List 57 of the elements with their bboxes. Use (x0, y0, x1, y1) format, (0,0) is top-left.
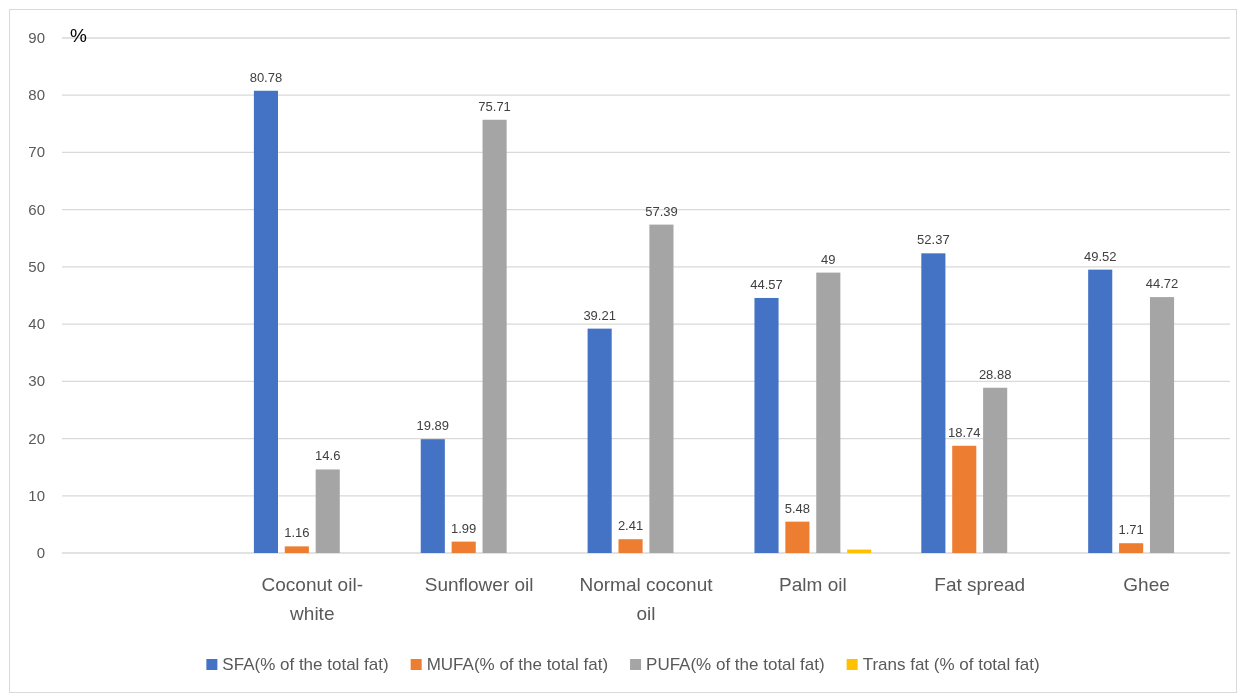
bar (1119, 543, 1144, 553)
y-tick-label: 80 (28, 86, 45, 104)
data-label: 1.99 (451, 520, 477, 536)
bar (420, 439, 445, 553)
data-label: 1.16 (284, 525, 310, 541)
data-label: 1.71 (1118, 522, 1144, 538)
y-tick-label: 40 (28, 315, 45, 333)
legend-label: SFA(% of the total fat) (222, 655, 389, 674)
data-label: 44.72 (1145, 276, 1179, 292)
bar (253, 90, 278, 553)
data-label: 75.71 (478, 98, 511, 114)
bar (315, 469, 340, 553)
y-tick-label: 60 (28, 200, 45, 218)
bar (785, 521, 810, 553)
data-label: 18.74 (947, 424, 981, 440)
y-tick-label: 70 (28, 143, 45, 161)
x-tick-label: Fat spread (934, 574, 1026, 595)
x-tick-label: Ghee (1123, 574, 1170, 595)
bar (1088, 269, 1113, 553)
y-tick-label: 10 (28, 486, 45, 504)
data-label: 2.41 (617, 518, 644, 534)
bar (284, 546, 309, 553)
y-tick-label: 20 (28, 429, 45, 447)
legend-label: MUFA(% of the total fat) (426, 655, 609, 674)
y-tick-label: 50 (28, 257, 45, 275)
bar (754, 297, 779, 553)
data-label: 49.52 (1083, 248, 1117, 264)
bar (649, 224, 674, 553)
bar (816, 272, 841, 553)
data-label: 80.78 (249, 69, 283, 85)
bar (983, 387, 1008, 553)
x-tick-label: Coconut oil-white (261, 574, 363, 624)
x-tick-label: Normal coconut oil (579, 574, 714, 624)
x-tick-label: Sunflower oil (424, 574, 534, 595)
data-label: 14.6 (315, 448, 341, 464)
data-label: 5.48 (784, 500, 811, 516)
bar (451, 541, 476, 553)
data-label: 57.39 (645, 203, 678, 219)
data-label: 19.89 (416, 418, 450, 434)
data-label: 52.37 (917, 232, 950, 248)
data-label: 44.57 (750, 276, 783, 292)
bar (1149, 297, 1175, 553)
x-tick-label: Palm oil (779, 574, 847, 595)
bar (952, 445, 977, 553)
legend-label: Trans fat (% of total fat) (862, 655, 1040, 674)
bar (618, 539, 643, 553)
data-label: 28.88 (978, 366, 1012, 382)
y-tick-label: 90 (28, 29, 45, 46)
y-tick-label: 30 (28, 372, 45, 390)
bar (482, 119, 507, 553)
bar (587, 328, 612, 553)
data-label: 39.21 (583, 307, 616, 323)
y-axis-title: % (70, 25, 87, 46)
data-label: 49 (821, 251, 836, 267)
y-tick-label: 0 (36, 544, 45, 561)
bar (921, 253, 946, 553)
legend-label: PUFA(% of the total fat) (646, 655, 825, 674)
